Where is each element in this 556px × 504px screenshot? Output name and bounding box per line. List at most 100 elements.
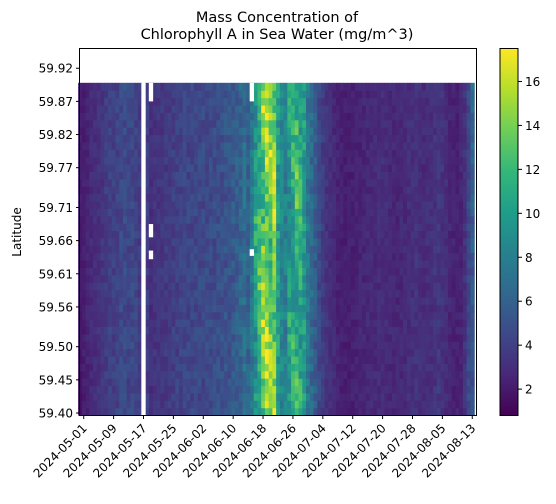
heatmap-cell bbox=[186, 90, 191, 99]
heatmap-cell bbox=[377, 407, 382, 416]
heatmap-cell bbox=[85, 112, 90, 121]
heatmap-cell bbox=[249, 289, 255, 298]
heatmap-cell bbox=[324, 193, 330, 202]
heatmap-cell bbox=[298, 164, 303, 172]
heatmap-cell bbox=[134, 82, 139, 91]
heatmap-cell bbox=[96, 326, 102, 335]
heatmap-cell bbox=[414, 230, 419, 239]
heatmap-cell bbox=[436, 200, 442, 209]
heatmap-cell bbox=[268, 178, 273, 187]
heatmap-cell bbox=[294, 134, 300, 143]
heatmap-cell bbox=[122, 348, 128, 357]
heatmap-cell bbox=[414, 400, 419, 409]
heatmap-cell bbox=[205, 385, 210, 394]
heatmap-cell bbox=[152, 348, 158, 357]
heatmap-cell bbox=[306, 407, 311, 416]
heatmap-cell bbox=[391, 282, 397, 291]
heatmap-cell bbox=[115, 104, 120, 113]
heatmap-cell bbox=[313, 215, 318, 224]
heatmap-cell bbox=[160, 134, 165, 143]
heatmap-cell bbox=[164, 134, 169, 143]
heatmap-cell bbox=[190, 363, 195, 372]
heatmap-cell bbox=[287, 274, 292, 283]
heatmap-cell bbox=[145, 171, 150, 180]
heatmap-cell bbox=[302, 200, 307, 209]
heatmap-cell bbox=[268, 200, 273, 209]
heatmap-cell bbox=[399, 186, 404, 195]
heatmap-cell bbox=[96, 156, 102, 165]
heatmap-cell bbox=[205, 156, 210, 165]
heatmap-cell bbox=[380, 230, 386, 239]
heatmap-cell bbox=[279, 178, 285, 187]
heatmap-cell bbox=[373, 82, 378, 91]
heatmap-cell bbox=[238, 208, 244, 217]
heatmap-cell bbox=[350, 104, 356, 113]
heatmap-cell bbox=[294, 363, 300, 372]
heatmap-cell bbox=[421, 407, 427, 416]
heatmap-cell bbox=[395, 141, 401, 150]
heatmap-cell bbox=[227, 392, 232, 401]
heatmap-cell bbox=[414, 164, 419, 172]
heatmap-cell bbox=[201, 355, 206, 364]
heatmap-cell bbox=[377, 296, 382, 305]
heatmap-cell bbox=[130, 164, 135, 172]
heatmap-cell bbox=[380, 112, 386, 121]
heatmap-cell bbox=[320, 259, 326, 268]
heatmap-cell bbox=[391, 341, 397, 350]
heatmap-cell bbox=[167, 178, 173, 187]
heatmap-cell bbox=[433, 127, 438, 136]
heatmap-cell bbox=[339, 193, 344, 202]
heatmap-cell bbox=[164, 127, 169, 136]
heatmap-cell bbox=[433, 171, 438, 180]
heatmap-cell bbox=[302, 134, 307, 143]
heatmap-cell bbox=[418, 164, 423, 172]
heatmap-cell bbox=[324, 97, 330, 106]
heatmap-cell bbox=[455, 333, 460, 342]
heatmap-cell bbox=[167, 245, 173, 254]
heatmap-cell bbox=[309, 348, 315, 357]
heatmap-cell bbox=[436, 252, 442, 261]
heatmap-cell bbox=[78, 385, 83, 394]
heatmap-cell bbox=[324, 341, 330, 350]
heatmap-cell bbox=[279, 296, 285, 305]
heatmap-cell bbox=[85, 82, 90, 91]
heatmap-cell bbox=[197, 326, 203, 335]
heatmap-cell bbox=[324, 164, 330, 172]
heatmap-cell bbox=[466, 156, 471, 165]
heatmap-cell bbox=[279, 97, 285, 106]
heatmap-cell bbox=[347, 407, 352, 416]
heatmap-cell bbox=[186, 355, 191, 364]
heatmap-cell bbox=[328, 252, 333, 261]
heatmap-cell bbox=[462, 392, 468, 401]
heatmap-cell bbox=[406, 392, 412, 401]
heatmap-cell bbox=[212, 230, 217, 239]
heatmap-cell bbox=[227, 200, 232, 209]
heatmap-cell bbox=[309, 274, 315, 283]
heatmap-cell bbox=[306, 164, 311, 172]
heatmap-cell bbox=[193, 392, 199, 401]
heatmap-cell bbox=[466, 178, 471, 187]
heatmap-cell bbox=[339, 112, 344, 121]
heatmap-cell bbox=[369, 348, 374, 357]
heatmap-cell bbox=[433, 370, 438, 379]
heatmap-cell bbox=[298, 341, 303, 350]
heatmap-cell bbox=[283, 208, 288, 217]
heatmap-cell bbox=[425, 259, 430, 268]
heatmap-cell bbox=[264, 223, 270, 232]
heatmap-cell bbox=[122, 245, 128, 254]
heatmap-cell bbox=[403, 171, 408, 180]
heatmap-cell bbox=[197, 355, 203, 364]
heatmap-cell bbox=[358, 237, 363, 246]
heatmap-cell bbox=[182, 378, 188, 387]
heatmap-cell bbox=[164, 171, 169, 180]
heatmap-cell bbox=[279, 215, 285, 224]
heatmap-cell bbox=[152, 392, 158, 401]
heatmap-cell bbox=[309, 252, 315, 261]
heatmap-cell bbox=[414, 149, 419, 158]
heatmap-cell bbox=[137, 245, 143, 254]
heatmap-cell bbox=[268, 237, 273, 246]
heatmap-cell bbox=[373, 223, 378, 232]
heatmap-cell bbox=[253, 407, 259, 416]
heatmap-cell bbox=[93, 296, 98, 305]
heatmap-cell bbox=[223, 378, 229, 387]
